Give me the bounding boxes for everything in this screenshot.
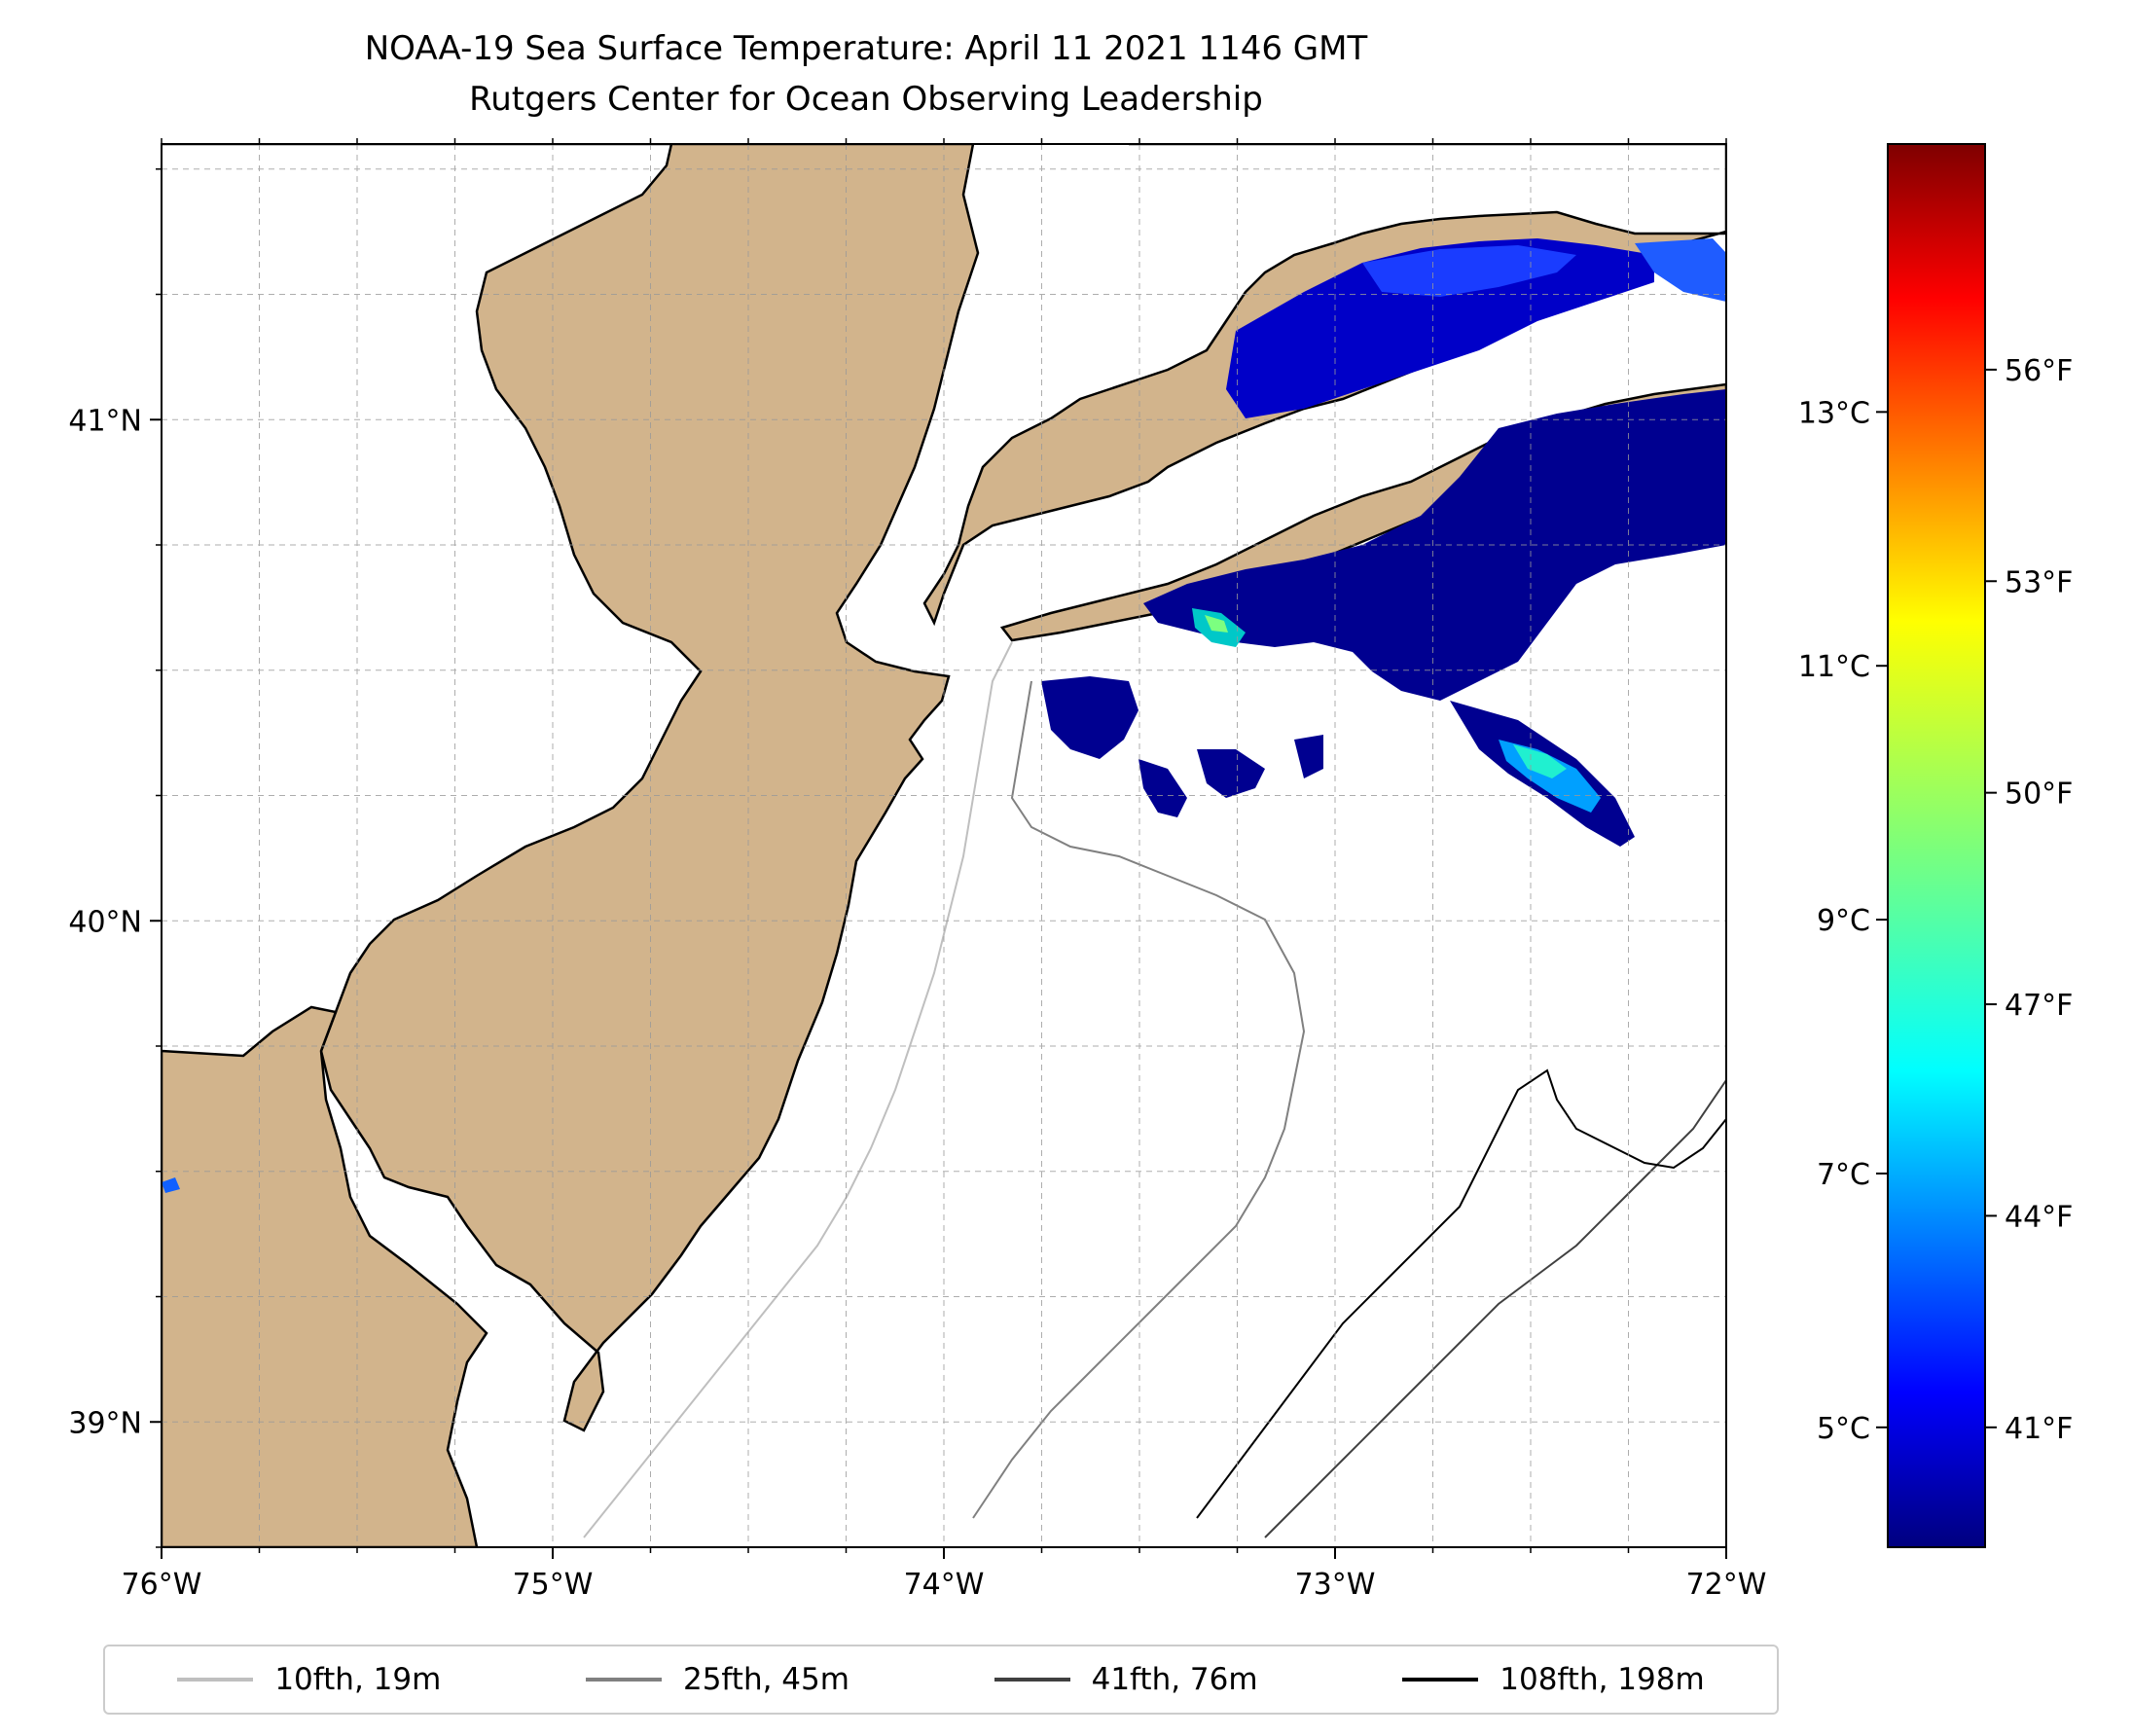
lon-tick-label: 74°W — [904, 1568, 985, 1602]
lat-tick-label: 40°N — [68, 905, 142, 939]
legend-label: 108fth, 198m — [1500, 1662, 1705, 1697]
isobath-10fth — [583, 641, 1013, 1538]
legend-item: 25fth, 45m — [585, 1662, 849, 1697]
land-delmarva — [162, 1005, 488, 1547]
lon-tick-label: 75°W — [513, 1568, 594, 1602]
celsius-tick-label: 11°C — [1798, 650, 1870, 684]
isobath-legend: 10fth, 19m 25fth, 45m 41fth, 76m 108fth, 19… — [103, 1645, 1779, 1715]
fahrenheit-tick-label: 53°F — [2005, 565, 2073, 599]
legend-item: 41fth, 76m — [994, 1662, 1258, 1697]
colorbar — [1887, 143, 1986, 1548]
lon-tick-label: 76°W — [122, 1568, 202, 1602]
isobath-25fth — [972, 680, 1306, 1519]
fahrenheit-tick-label: 47°F — [2005, 989, 2073, 1023]
fahrenheit-tick-label: 50°F — [2005, 778, 2073, 812]
legend-line-swatch — [994, 1678, 1070, 1682]
axis-ticks: 76°W 75°W 74°W 73°W 72°W 41°N 40°N 39°N — [68, 138, 1766, 1602]
legend-label: 10fth, 19m — [274, 1662, 442, 1697]
fahrenheit-tick-label: 41°F — [2005, 1412, 2073, 1446]
celsius-tick-label: 13°C — [1798, 396, 1870, 430]
lat-tick-label: 39°N — [68, 1406, 142, 1440]
map-title: NOAA-19 Sea Surface Temperature: April 1… — [364, 29, 1368, 68]
fahrenheit-tick-label: 56°F — [2005, 354, 2073, 388]
colorbar-ticks: 5°C 7°C 9°C 11°C 13°C 41°F 44°F 47°F 50°F 53°F 56°… — [1798, 354, 2074, 1446]
legend-label: 41fth, 76m — [1091, 1662, 1258, 1697]
legend-line-swatch — [585, 1678, 662, 1682]
celsius-tick-label: 5°C — [1817, 1412, 1870, 1446]
graticule — [162, 144, 1726, 1547]
lat-tick-label: 41°N — [68, 404, 142, 438]
isobath-41fth — [1264, 1079, 1726, 1538]
legend-item: 10fth, 19m — [177, 1662, 441, 1697]
legend-line-swatch — [177, 1678, 254, 1682]
celsius-tick-label: 9°C — [1817, 904, 1870, 938]
fahrenheit-tick-label: 44°F — [2005, 1200, 2073, 1234]
legend-line-swatch — [1402, 1678, 1479, 1682]
lon-tick-label: 72°W — [1686, 1568, 1767, 1602]
lon-tick-label: 73°W — [1295, 1568, 1376, 1602]
isobath-108fth — [1196, 1068, 1726, 1519]
legend-item: 108fth, 198m — [1402, 1662, 1705, 1697]
sst-data-layer — [162, 238, 1726, 1193]
map-subtitle: Rutgers Center for Ocean Observing Leade… — [469, 80, 1263, 119]
land-mainland — [162, 144, 980, 1432]
sst-map-figure: 76°W 75°W 74°W 73°W 72°W 41°N 40°N 39°N 5°C 7°C 9… — [68, 138, 2074, 1602]
legend-label: 25fth, 45m — [682, 1662, 849, 1697]
celsius-tick-label: 7°C — [1817, 1158, 1870, 1192]
isobath-contours — [583, 641, 1726, 1538]
